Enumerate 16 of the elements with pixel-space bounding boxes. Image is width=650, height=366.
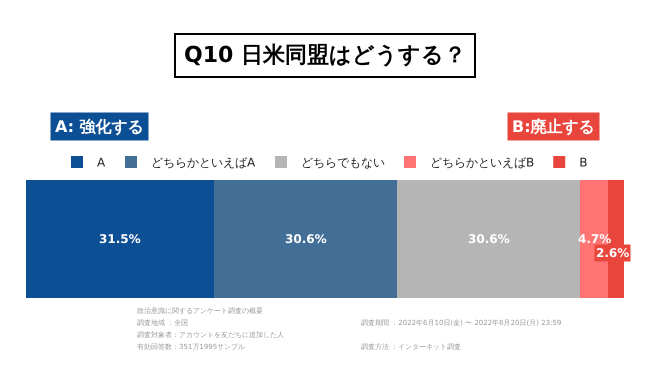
- legend-label: どちらかといえばB: [430, 156, 534, 170]
- legend-label: A: [97, 156, 106, 170]
- bar: [214, 180, 397, 298]
- data-label: 31.5%: [99, 232, 141, 246]
- data-label: 4.7%: [578, 232, 612, 246]
- text: A: 強化する: [55, 117, 144, 136]
- bar: [26, 180, 214, 298]
- bar: [397, 180, 580, 298]
- legend-label: どちらかといえばA: [151, 156, 256, 170]
- text: B:廃止する: [512, 117, 595, 136]
- legend-label: どちらでもない: [301, 156, 385, 170]
- data-label: 30.6%: [285, 232, 327, 246]
- chart-title: Q10 日米同盟はどうする？: [184, 43, 466, 68]
- legend-label: B: [579, 156, 588, 170]
- data-label: 30.6%: [468, 232, 510, 246]
- data-label: 2.6%: [596, 246, 630, 260]
